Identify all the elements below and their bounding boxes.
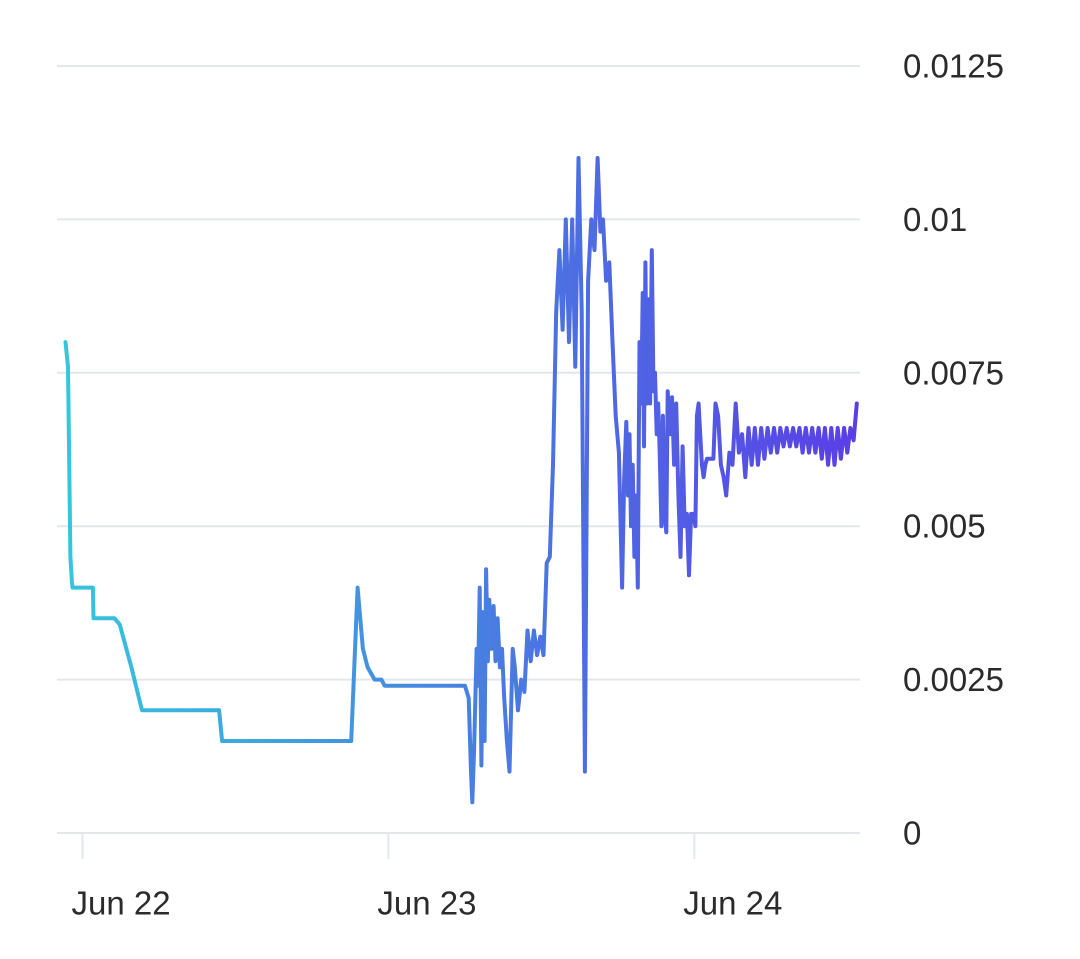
x-tick-label: Jun 23	[377, 885, 476, 922]
y-tick-label: 0.0025	[903, 661, 1004, 698]
y-axis-labels: 0 0.0025 0.005 0.0075 0.01 0.0125	[903, 48, 1004, 852]
y-tick-label: 0	[903, 815, 921, 852]
y-tick-label: 0.0125	[903, 48, 1004, 85]
x-tick-label: Jun 22	[71, 885, 170, 922]
y-tick-label: 0.0075	[903, 354, 1004, 391]
series-layer	[63, 156, 859, 805]
y-tick-label: 0.005	[903, 508, 986, 545]
x-tick-label: Jun 24	[683, 885, 782, 922]
x-axis-ticks	[81, 833, 696, 859]
y-tick-label: 0.01	[903, 201, 967, 238]
series-line	[63, 156, 859, 805]
grid-lines	[57, 65, 860, 834]
x-axis-labels: Jun 22 Jun 23 Jun 24	[71, 885, 782, 922]
